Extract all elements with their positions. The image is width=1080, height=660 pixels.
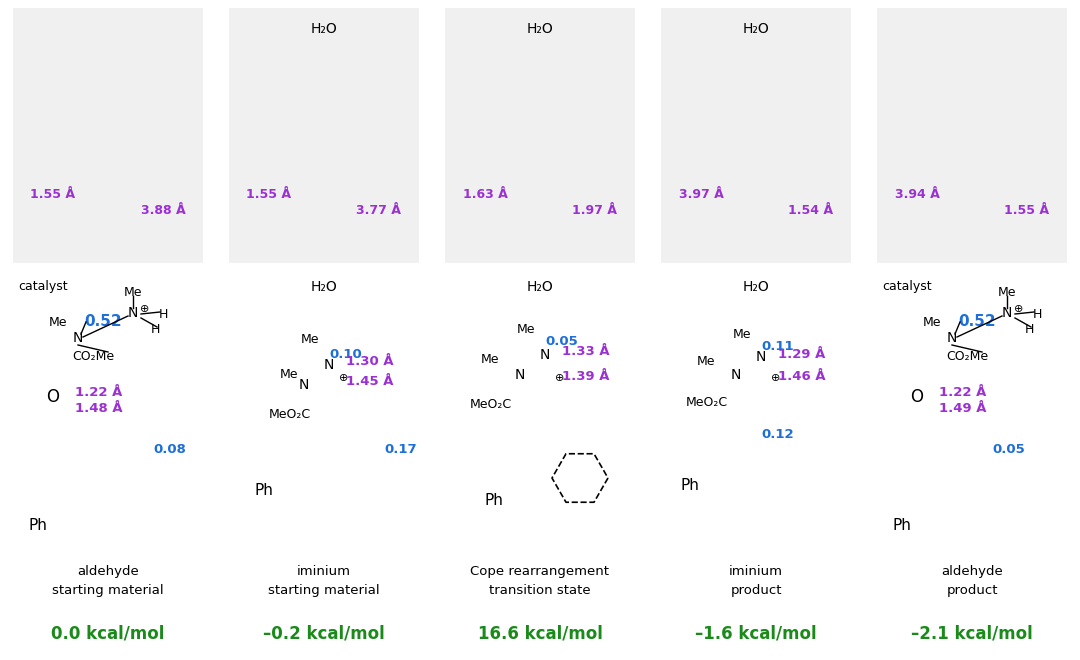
- Text: 0.0 kcal/mol: 0.0 kcal/mol: [52, 625, 164, 643]
- Bar: [13, 8, 203, 263]
- Text: aldehyde
product: aldehyde product: [941, 565, 1003, 597]
- Text: Me: Me: [516, 323, 535, 336]
- Text: O: O: [910, 388, 923, 406]
- Text: Ph: Ph: [681, 478, 700, 493]
- Text: Me: Me: [998, 286, 1016, 299]
- Text: H₂O: H₂O: [311, 22, 337, 36]
- Text: 1.55 Å: 1.55 Å: [246, 189, 292, 201]
- Text: Me: Me: [300, 333, 319, 346]
- Text: ⊕: ⊕: [555, 373, 565, 383]
- Text: 1.55 Å: 1.55 Å: [30, 189, 76, 201]
- Text: iminium
product: iminium product: [729, 565, 783, 597]
- Text: H: H: [150, 323, 160, 336]
- Text: N: N: [324, 358, 334, 372]
- Text: H₂O: H₂O: [311, 280, 337, 294]
- Text: N: N: [731, 368, 741, 382]
- Text: –2.1 kcal/mol: –2.1 kcal/mol: [912, 625, 1032, 643]
- Text: CO₂Me: CO₂Me: [946, 350, 988, 363]
- Text: CO₂Me: CO₂Me: [72, 350, 114, 363]
- Text: 3.88 Å: 3.88 Å: [140, 203, 186, 216]
- Text: 0.11: 0.11: [761, 340, 794, 353]
- Text: 1.33 Å: 1.33 Å: [562, 345, 609, 358]
- Text: 0.52: 0.52: [958, 314, 996, 329]
- Text: 0.10: 0.10: [329, 348, 362, 361]
- Text: N: N: [72, 331, 83, 345]
- Text: MeO₂C: MeO₂C: [686, 396, 728, 409]
- Text: ⊕: ⊕: [1014, 304, 1024, 314]
- Text: O: O: [46, 388, 59, 406]
- Text: iminium
starting material: iminium starting material: [268, 565, 380, 597]
- Text: 3.94 Å: 3.94 Å: [894, 189, 940, 201]
- Text: H: H: [159, 308, 167, 321]
- Text: MeO₂C: MeO₂C: [269, 408, 311, 421]
- Text: H: H: [1024, 323, 1034, 336]
- Text: 0.05: 0.05: [545, 335, 578, 348]
- Text: ⊕: ⊕: [140, 304, 150, 314]
- Text: N: N: [540, 348, 550, 362]
- Text: 0.08: 0.08: [153, 443, 186, 456]
- Text: 1.45 Å: 1.45 Å: [346, 375, 393, 388]
- Text: 1.49 Å: 1.49 Å: [939, 402, 986, 415]
- Text: 1.22 Å: 1.22 Å: [939, 386, 986, 399]
- Text: H: H: [1032, 308, 1042, 321]
- Text: N: N: [515, 368, 525, 382]
- Text: 0.12: 0.12: [761, 428, 794, 441]
- Text: 1.46 Å: 1.46 Å: [778, 370, 825, 383]
- Text: Cope rearrangement
transition state: Cope rearrangement transition state: [471, 565, 609, 597]
- Text: N: N: [299, 378, 309, 392]
- Text: 0.05: 0.05: [993, 443, 1025, 456]
- Text: aldehyde
starting material: aldehyde starting material: [52, 565, 164, 597]
- Text: 0.52: 0.52: [84, 314, 122, 329]
- Text: ⊕: ⊕: [771, 373, 781, 383]
- Text: H₂O: H₂O: [743, 280, 769, 294]
- Text: –0.2 kcal/mol: –0.2 kcal/mol: [264, 625, 384, 643]
- Text: H₂O: H₂O: [527, 22, 553, 36]
- Text: 16.6 kcal/mol: 16.6 kcal/mol: [477, 625, 603, 643]
- Text: 1.97 Å: 1.97 Å: [572, 203, 618, 216]
- Bar: [661, 8, 851, 263]
- Text: 1.29 Å: 1.29 Å: [778, 348, 825, 361]
- Text: catalyst: catalyst: [882, 280, 932, 293]
- Text: 3.97 Å: 3.97 Å: [678, 189, 724, 201]
- Text: N: N: [947, 331, 957, 345]
- Text: catalyst: catalyst: [18, 280, 68, 293]
- Text: Me: Me: [697, 355, 715, 368]
- Text: N: N: [756, 350, 766, 364]
- Text: Ph: Ph: [28, 518, 46, 533]
- Bar: [877, 8, 1067, 263]
- Text: H₂O: H₂O: [527, 280, 553, 294]
- Bar: [229, 8, 419, 263]
- Text: 1.39 Å: 1.39 Å: [562, 370, 609, 383]
- Text: Me: Me: [481, 353, 499, 366]
- Text: –1.6 kcal/mol: –1.6 kcal/mol: [696, 625, 816, 643]
- Text: 1.55 Å: 1.55 Å: [1004, 203, 1050, 216]
- Text: Ph: Ph: [892, 518, 910, 533]
- Text: 1.54 Å: 1.54 Å: [788, 203, 834, 216]
- Text: MeO₂C: MeO₂C: [470, 398, 512, 411]
- Text: Me: Me: [732, 328, 751, 341]
- Text: 0.17: 0.17: [384, 443, 417, 456]
- Text: Me: Me: [124, 286, 143, 299]
- Text: 3.77 Å: 3.77 Å: [356, 203, 402, 216]
- Text: 1.30 Å: 1.30 Å: [346, 355, 393, 368]
- Text: ⊕: ⊕: [339, 373, 349, 383]
- Text: N: N: [127, 306, 138, 320]
- Text: H₂O: H₂O: [743, 22, 769, 36]
- Bar: [445, 8, 635, 263]
- Text: Me: Me: [922, 316, 942, 329]
- Text: Me: Me: [49, 316, 67, 329]
- Text: 1.48 Å: 1.48 Å: [75, 402, 122, 415]
- Text: Ph: Ph: [254, 483, 273, 498]
- Text: 1.63 Å: 1.63 Å: [462, 189, 508, 201]
- Text: 1.22 Å: 1.22 Å: [75, 386, 122, 399]
- Text: N: N: [1002, 306, 1012, 320]
- Text: Me: Me: [280, 368, 298, 381]
- Text: Ph: Ph: [485, 493, 504, 508]
